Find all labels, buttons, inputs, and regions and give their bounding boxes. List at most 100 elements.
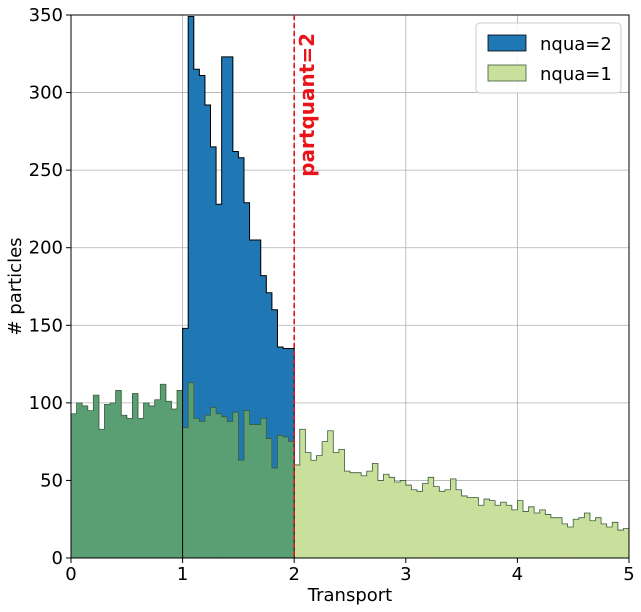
- overlap-bar-24: [204, 415, 211, 558]
- x-tick-label-0: 0: [65, 564, 76, 585]
- nqua1-bar-95: [601, 523, 608, 558]
- nqua2-bar-5: [210, 146, 217, 558]
- overlap-bar-6: [104, 404, 111, 558]
- overlap-bar-13: [143, 402, 150, 558]
- nqua1-bar-79: [511, 509, 518, 558]
- nqua1-bar-48: [338, 449, 345, 558]
- x-tick-label-1: 1: [177, 564, 188, 585]
- nqua1-bar-54: [372, 463, 379, 558]
- overlap-bar-2: [82, 405, 89, 558]
- nqua1-bar-83: [534, 513, 541, 558]
- overlap-bar-18: [171, 409, 178, 558]
- x-tick-label-4: 4: [512, 564, 523, 585]
- overlap-bar-7: [110, 402, 117, 558]
- nqua1-bar-94: [595, 517, 602, 558]
- nqua1-bar-91: [578, 517, 585, 558]
- y-tick-label-4: 200: [29, 238, 63, 259]
- nqua2-bar-16: [271, 309, 278, 558]
- overlap-bar-3: [87, 410, 94, 558]
- nqua2-bar-7: [221, 56, 228, 558]
- nqua1-bar-89: [567, 526, 574, 558]
- plot-frame: [70, 14, 630, 559]
- nqua1-bar-57: [389, 477, 396, 558]
- nqua1-bar-50: [350, 472, 356, 558]
- overlap-bar-20: [182, 427, 189, 558]
- overlap-bar-10: [126, 418, 133, 558]
- x-tick-label-2: 2: [288, 564, 299, 585]
- nqua1-bar-59: [400, 480, 407, 558]
- overlap-bar-22: [193, 418, 200, 558]
- nqua1-bar-47: [333, 452, 340, 558]
- nqua2-bar-15: [266, 292, 273, 558]
- overlap-bar-32: [249, 424, 256, 558]
- x-axis-ticks: 0 1 2 3 4 5: [65, 558, 635, 585]
- overlap-bar-37: [277, 435, 284, 558]
- overlap-bar-12: [137, 418, 144, 558]
- y-tick-label-2: 100: [29, 393, 63, 414]
- nqua1-outline: [70, 382, 629, 558]
- nqua1-bar-42: [305, 452, 312, 558]
- x-tick-label-3: 3: [400, 564, 411, 585]
- overlap-bar-17: [165, 401, 172, 558]
- nqua1-bar-99: [623, 528, 630, 558]
- y-axis-label: # particles: [5, 237, 26, 335]
- overlap-bar-5: [98, 429, 105, 558]
- y-axis-ticks: 0 50 100 150 200 250 300 350: [29, 5, 71, 569]
- x-axis-label: Transport: [307, 585, 392, 606]
- nqua2-bar-1: [188, 16, 195, 558]
- nqua1-bar-75: [489, 500, 496, 558]
- nqua2-outline: [182, 16, 295, 558]
- overlap-bar-25: [210, 407, 217, 558]
- nqua1-bar-45: [322, 441, 329, 558]
- y-tick-label-0: 0: [52, 548, 63, 569]
- nqua1-bar-77: [500, 502, 507, 558]
- nqua1-bar-97: [612, 522, 619, 558]
- nqua1-bar-69: [456, 489, 462, 558]
- overlap-bar-27: [221, 416, 228, 558]
- nqua2-bar-14: [260, 275, 267, 558]
- nqua1-bar-64: [428, 477, 435, 558]
- nqua2-bar-2: [193, 69, 200, 559]
- y-tick-label-3: 150: [29, 315, 63, 336]
- overlap-bar-11: [132, 393, 139, 558]
- nqua1-bar-93: [589, 520, 596, 558]
- overlap-bar-36: [271, 468, 278, 558]
- nqua1-bar-58: [394, 481, 401, 558]
- nqua1-bar-52: [361, 475, 368, 558]
- nqua1-bar-82: [528, 506, 535, 558]
- overlap-bar-16: [160, 384, 167, 558]
- nqua1-bar-90: [573, 519, 580, 558]
- nqua1-bar-63: [422, 483, 429, 558]
- nqua1-bar-51: [355, 472, 362, 558]
- nqua1-bar-87: [556, 517, 563, 558]
- nqua1-bar-88: [562, 523, 569, 558]
- y-tick-label-6: 300: [29, 83, 63, 104]
- overlap-bar-34: [260, 418, 267, 558]
- overlap-bar-23: [199, 421, 206, 558]
- nqua1-bar-55: [377, 480, 384, 558]
- nqua1-bar-73: [478, 505, 485, 558]
- threshold-label: partquant=2: [295, 33, 319, 177]
- y-tick-label-7: 350: [29, 5, 63, 26]
- overlap-bar-29: [232, 412, 239, 558]
- nqua2-bar-9: [232, 151, 239, 559]
- nqua1-bar-60: [405, 485, 412, 558]
- overlap-bar-1: [76, 402, 83, 558]
- nqua1-bar-76: [495, 505, 502, 558]
- nqua1-bar-61: [411, 489, 418, 558]
- nqua1-bar-40: [294, 464, 301, 558]
- nqua1-bar-72: [472, 497, 479, 558]
- nqua1-bar-70: [461, 495, 468, 558]
- nqua1-bar-96: [606, 526, 613, 558]
- series-outlines: [70, 16, 629, 558]
- nqua2-bar-8: [227, 56, 234, 558]
- overlap-bar-31: [243, 410, 250, 558]
- nqua1-bar-67: [444, 489, 451, 558]
- nqua1-bar-66: [439, 491, 446, 558]
- nqua1-bar-78: [506, 505, 513, 558]
- overlap-bar-33: [255, 424, 262, 558]
- overlap-bar-4: [93, 395, 100, 558]
- y-tick-label-5: 250: [29, 160, 63, 181]
- nqua2-bar-4: [204, 104, 211, 559]
